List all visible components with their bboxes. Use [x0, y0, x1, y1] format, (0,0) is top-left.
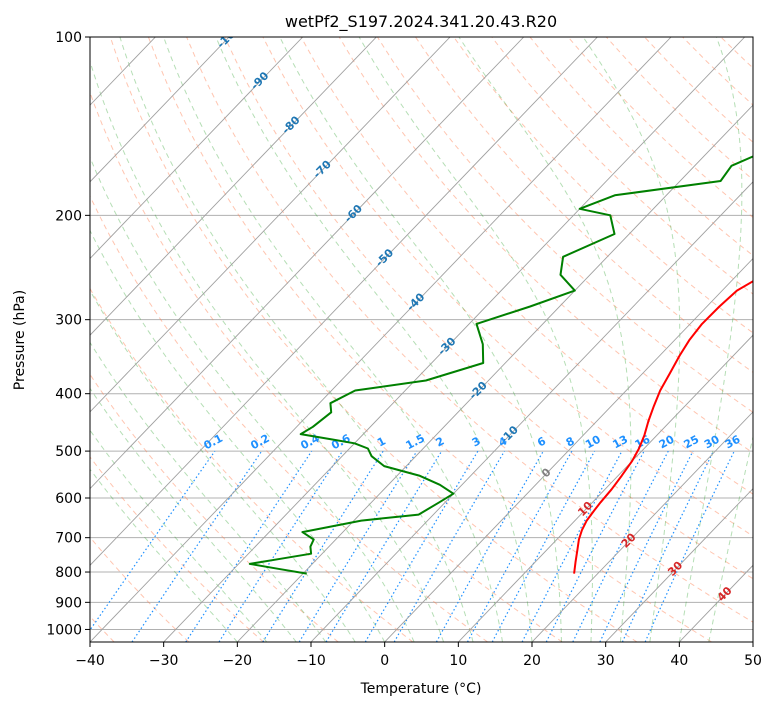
mixing-ratio-line: [131, 450, 263, 642]
mixing-ratio-label: 10: [583, 433, 603, 452]
y-tick-label: 900: [55, 595, 82, 611]
mixing-ratio-label: 20: [657, 433, 677, 452]
mixing-ratio-line: [262, 450, 384, 642]
moist-adiabat: [90, 59, 445, 642]
y-tick-label: 400: [55, 387, 82, 403]
x-tick-label: 30: [597, 653, 615, 669]
moist-adiabats: [90, 37, 753, 642]
isotherm--40: [90, 37, 672, 642]
moist-adiabat: [90, 429, 268, 642]
skewed-isotherms: [90, 37, 753, 642]
x-tick-label: 40: [670, 653, 688, 669]
dry-adiabat: [300, 37, 753, 495]
isotherm--60: [90, 37, 525, 490]
moist-adiabat: [215, 37, 533, 642]
x-axis: −40 −30 −20 −10 0 10 20 30 40 50: [75, 642, 762, 669]
y-tick-label: 1000: [46, 622, 82, 638]
dry-adiabat: [90, 195, 488, 642]
moist-adiabat: [279, 37, 562, 642]
y-tick-label: 500: [55, 444, 82, 460]
x-tick-label: −40: [75, 653, 105, 669]
mixing-ratio-label: 13: [610, 433, 630, 452]
plot-frame: [89, 36, 754, 643]
dry-adiabat: [90, 456, 264, 642]
dry-adiabat: [338, 37, 753, 454]
moist-adiabat: [90, 468, 238, 642]
moist-adiabat: [678, 37, 743, 642]
isotherm--100: [90, 37, 230, 183]
isotherm--80: [90, 37, 377, 336]
y-axis: 100 200 300 400 500 600 700 800 900 1000: [46, 30, 90, 638]
y-tick-label: 800: [55, 565, 82, 581]
dry-adiabat: [224, 37, 753, 580]
dry-adiabat: [262, 37, 753, 537]
mixing-ratio-line: [218, 450, 344, 642]
dry-adiabat: [147, 37, 712, 642]
dry-adiabat: [109, 37, 638, 642]
x-tick-label: 0: [380, 653, 389, 669]
dry-adiabat: [90, 91, 563, 642]
y-tick-label: 200: [55, 208, 82, 224]
moist-adiabat: [163, 37, 503, 642]
isotherm--20: [237, 104, 753, 642]
temperature-profile: [573, 280, 753, 574]
plot-area: -100-90-80-70-60-50-40-30-20-10010203040…: [90, 37, 753, 642]
dry-adiabat: [453, 37, 753, 334]
isotherm-0: [384, 257, 753, 642]
moist-adiabat: [90, 387, 297, 642]
isotherm--10: [310, 181, 753, 642]
mixing-ratio-line: [185, 450, 313, 642]
x-tick-label: −30: [149, 653, 179, 669]
mixing-ratio-label: 25: [682, 433, 702, 452]
mixing-ratio-line: [466, 450, 573, 642]
y-tick-label: 300: [55, 313, 82, 329]
x-tick-label: 10: [449, 653, 467, 669]
moist-adiabat: [90, 156, 415, 642]
mixing-ratio-label: 36: [723, 433, 743, 452]
mixing-ratio-line: [298, 450, 418, 642]
dry-adiabat: [186, 37, 753, 623]
isotherm--90: [90, 37, 304, 260]
x-tick-label: −20: [223, 653, 253, 669]
x-tick-label: −10: [296, 653, 326, 669]
isotherm--30: [163, 37, 746, 642]
mixing-ratio-line: [90, 450, 216, 632]
isotherm-30: [605, 487, 753, 642]
mixing-ratio-line: [325, 450, 443, 642]
moist-adiabat: [458, 37, 632, 642]
y-tick-label: 100: [55, 30, 82, 46]
moist-adiabat: [358, 37, 593, 642]
x-axis-label: Temperature (°C): [360, 681, 482, 697]
mixing-ratio-line: [435, 450, 544, 642]
isotherm--70: [90, 37, 451, 413]
moist-adiabat: [90, 229, 386, 642]
dry-adiabat: [90, 287, 414, 642]
isotherm--50: [90, 37, 598, 566]
x-tick-label: 50: [744, 653, 762, 669]
mixing-ratio-line: [572, 450, 669, 642]
dry-adiabats: [90, 37, 753, 642]
sounding-profiles: [248, 155, 753, 575]
y-tick-label: 600: [55, 491, 82, 507]
dewpoint-profile: [248, 155, 753, 575]
isotherm-10: [458, 334, 753, 642]
y-axis-label: Pressure (hPa): [12, 290, 28, 390]
x-tick-label: 20: [523, 653, 541, 669]
pressure-gridlines: [90, 37, 753, 630]
chart-title: wetPf2_S197.2024.341.20.43.R20: [285, 12, 557, 32]
moist-adiabat: [582, 37, 681, 642]
moist-adiabat: [90, 341, 327, 642]
mixing-ratio-label: 30: [702, 433, 722, 452]
isotherm-20: [531, 411, 753, 642]
y-tick-label: 700: [55, 531, 82, 547]
